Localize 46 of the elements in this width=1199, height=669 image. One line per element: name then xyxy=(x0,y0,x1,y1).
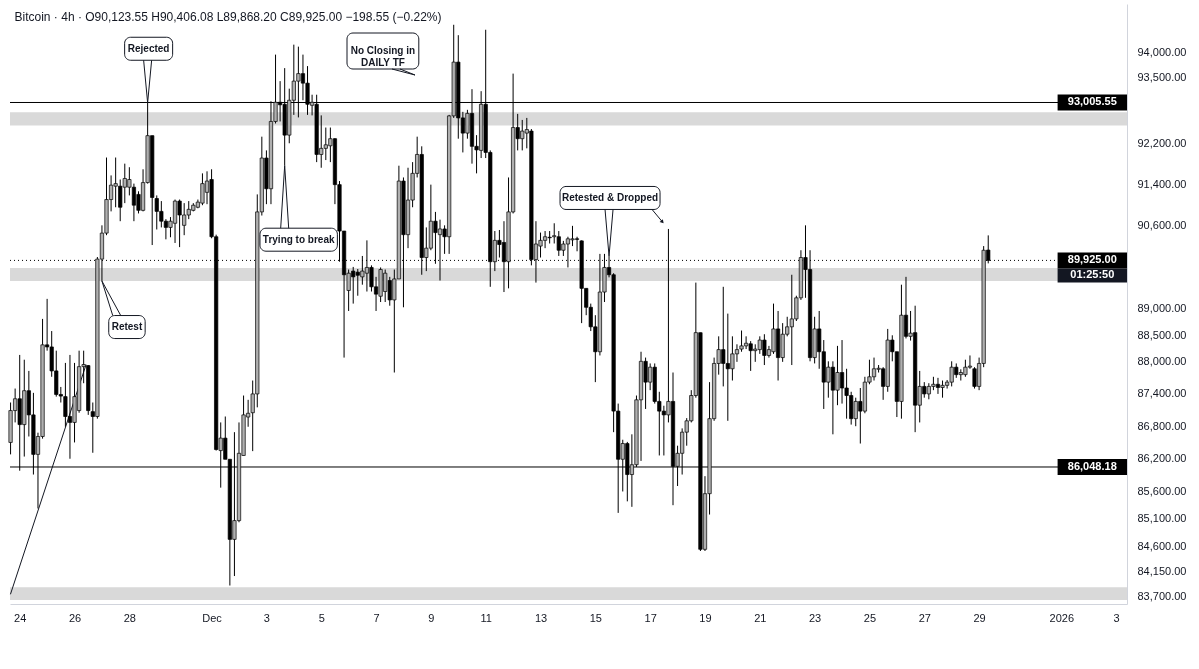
x-tick-label: 2026 xyxy=(1049,611,1075,624)
y-tick-label: 90,600.00 xyxy=(1137,218,1187,231)
y-tick-label: 88,500.00 xyxy=(1137,328,1187,341)
x-tick-label: 21 xyxy=(754,611,767,624)
x-tick-label: 24 xyxy=(14,611,27,624)
x-tick-label: 3 xyxy=(263,611,270,624)
y-tick-label: 84,150.00 xyxy=(1137,565,1187,578)
y-tick-label: 86,200.00 xyxy=(1137,452,1187,465)
ref-line-label: 93,005.55 xyxy=(1067,95,1117,108)
y-tick-label: 93,500.00 xyxy=(1137,71,1187,84)
y-tick-label: 83,700.00 xyxy=(1137,590,1187,603)
annotation: Retested & Dropped xyxy=(561,191,659,203)
y-tick-label: 86,800.00 xyxy=(1137,419,1187,432)
y-tick-label: 85,600.00 xyxy=(1137,484,1187,497)
annotation: Rejected xyxy=(127,42,170,54)
x-tick-label: 17 xyxy=(644,611,657,624)
x-tick-label: 9 xyxy=(428,611,435,624)
y-tick-label: 84,600.00 xyxy=(1137,540,1187,553)
y-tick-label: 87,400.00 xyxy=(1137,387,1187,400)
x-tick-label: 26 xyxy=(68,611,82,624)
x-tick-label: 5 xyxy=(318,611,325,624)
annotation: 01:25:50 xyxy=(1070,268,1115,281)
x-tick-label: 3 xyxy=(1113,611,1120,624)
x-tick-label: 15 xyxy=(589,611,602,624)
text: Bitcoin · 4h · O90,123.55 H90,406.08 L89,868.20 C89,925.00 −198.55 (−0.22%) xyxy=(14,10,442,24)
y-tick-label: 91,400.00 xyxy=(1137,177,1187,190)
x-tick-label: Dec xyxy=(202,611,223,624)
x-tick-label: 27 xyxy=(918,611,931,624)
x-tick-label: 19 xyxy=(699,611,712,624)
ref-line-label: 89,925.00 xyxy=(1067,253,1117,266)
y-tick-label: 88,000.00 xyxy=(1137,355,1187,368)
x-tick-label: 13 xyxy=(534,611,548,624)
annotation: Trying to break xyxy=(262,233,335,245)
x-tick-label: 7 xyxy=(373,611,380,624)
x-tick-label: 29 xyxy=(973,611,986,624)
ref-line-label: 86,048.18 xyxy=(1067,460,1117,472)
x-tick-label: 28 xyxy=(123,611,136,624)
y-tick-label: 89,000.00 xyxy=(1137,302,1187,315)
annotation: No Closing in DAILY TF xyxy=(350,45,416,68)
y-tick-label: 94,000.00 xyxy=(1137,46,1187,59)
x-tick-label: 11 xyxy=(480,611,492,624)
x-tick-label: 25 xyxy=(863,611,877,624)
y-tick-label: 92,200.00 xyxy=(1137,136,1187,149)
x-tick-label: 23 xyxy=(809,611,822,624)
y-tick-label: 85,100.00 xyxy=(1137,512,1187,525)
annotation: Retest xyxy=(111,321,143,333)
